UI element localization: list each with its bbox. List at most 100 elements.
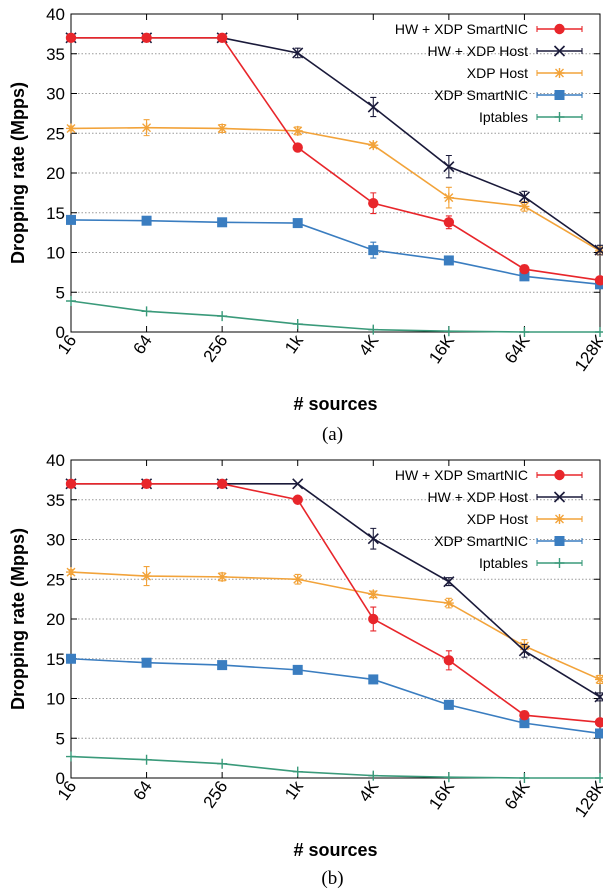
x-tick-label: 256: [200, 777, 232, 811]
data-point: [519, 709, 530, 721]
data-point: [368, 198, 379, 209]
legend-label: XDP Host: [467, 65, 528, 81]
y-tick-label: 15: [46, 650, 65, 669]
data-point: [65, 478, 77, 490]
data-point: [519, 271, 530, 282]
legend: HW + XDP SmartNIC HW + XDP Host XDP Host XD…: [395, 21, 583, 125]
y-tick-label: 25: [46, 124, 65, 143]
x-axis-title: # sources: [293, 840, 377, 860]
data-point: [519, 263, 530, 275]
data-point: [519, 773, 530, 783]
legend-marker: [554, 23, 565, 35]
legend-label: HW + XDP SmartNIC: [395, 467, 528, 483]
data-point: [368, 245, 379, 256]
data-point: [292, 218, 303, 229]
y-tick-label: 25: [46, 570, 65, 589]
data-point: [443, 217, 455, 228]
data-point: [292, 766, 303, 777]
series-line: [70, 657, 601, 735]
data-point: [595, 773, 603, 783]
legend-label: XDP SmartNIC: [434, 87, 528, 103]
series-hw-xdp-smartnic: [65, 32, 603, 286]
x-tick-label: 64: [129, 777, 155, 803]
series-line: [71, 37, 601, 282]
data-point: [519, 327, 530, 337]
series-line: [71, 483, 601, 724]
legend-swatch-cap: [536, 516, 583, 522]
y-tick-label: 20: [46, 610, 65, 629]
data-point: [292, 494, 303, 505]
legend-swatch-cap: [536, 538, 583, 544]
series-iptables: [66, 751, 603, 783]
x-tick-label: 1k: [281, 331, 307, 357]
legend-label: Iptables: [479, 555, 528, 571]
legend-swatch-cap: [536, 472, 583, 478]
x-tick-label: 64: [129, 331, 155, 357]
x-tick-label: 1k: [281, 777, 307, 803]
legend: HW + XDP SmartNIC HW + XDP Host XDP Host XD…: [395, 467, 583, 571]
data-point: [595, 728, 603, 739]
data-point: [217, 660, 228, 671]
y-tick-label: 0: [56, 323, 65, 342]
panel-caption: (b): [321, 868, 343, 889]
data-point: [443, 255, 454, 266]
series-xdp-smartnic: [66, 653, 603, 739]
y-axis-title: Dropping rate (Mpps): [8, 82, 28, 264]
data-point: [443, 598, 454, 609]
data-point: [292, 574, 303, 585]
x-tick-label: 128K: [571, 331, 603, 375]
legend-swatch-cap: [536, 114, 583, 120]
legend-marker: [554, 112, 565, 122]
plot-frame: [70, 13, 601, 333]
data-point: [594, 717, 603, 728]
data-point: [368, 589, 379, 600]
data-point: [519, 201, 530, 212]
legend-marker: [554, 536, 565, 546]
data-point: [292, 478, 304, 490]
data-point: [216, 478, 228, 490]
data-point: [141, 122, 152, 133]
data-point: [443, 192, 454, 203]
data-point: [594, 691, 603, 703]
legend-label: HW + XDP SmartNIC: [395, 21, 528, 37]
x-tick-label: 4K: [355, 331, 383, 359]
data-point: [65, 32, 77, 44]
legend-marker: [553, 491, 566, 503]
data-point: [367, 533, 379, 545]
x-tick-label: 16K: [425, 331, 458, 367]
data-point: [292, 664, 303, 675]
data-point: [141, 571, 152, 582]
data-point: [217, 571, 228, 582]
data-point: [368, 674, 379, 685]
series-iptables: [66, 295, 603, 337]
data-point: [217, 123, 228, 134]
data-point: [368, 770, 379, 781]
legend-marker: [553, 45, 566, 57]
data-point: [443, 326, 454, 337]
y-tick-label: 10: [46, 690, 65, 709]
data-point: [217, 311, 228, 322]
data-point: [66, 123, 76, 134]
data-point: [595, 327, 603, 337]
data-point: [141, 754, 152, 765]
data-point: [66, 653, 76, 664]
data-point: [443, 699, 454, 710]
legend-marker: [554, 90, 565, 100]
legend-swatch-cap: [536, 494, 583, 500]
series-line: [70, 300, 600, 333]
legend-label: HW + XDP Host: [428, 43, 529, 59]
y-tick-label: 35: [46, 45, 65, 64]
data-point: [217, 758, 228, 769]
legend-label: XDP SmartNIC: [434, 533, 528, 549]
legend-swatch-cap: [536, 26, 583, 32]
data-point: [66, 751, 76, 762]
data-point: [594, 275, 603, 286]
data-point: [518, 645, 530, 657]
data-point: [66, 214, 76, 225]
y-tick-label: 10: [46, 244, 65, 263]
data-point: [594, 244, 603, 256]
data-point: [368, 613, 379, 625]
